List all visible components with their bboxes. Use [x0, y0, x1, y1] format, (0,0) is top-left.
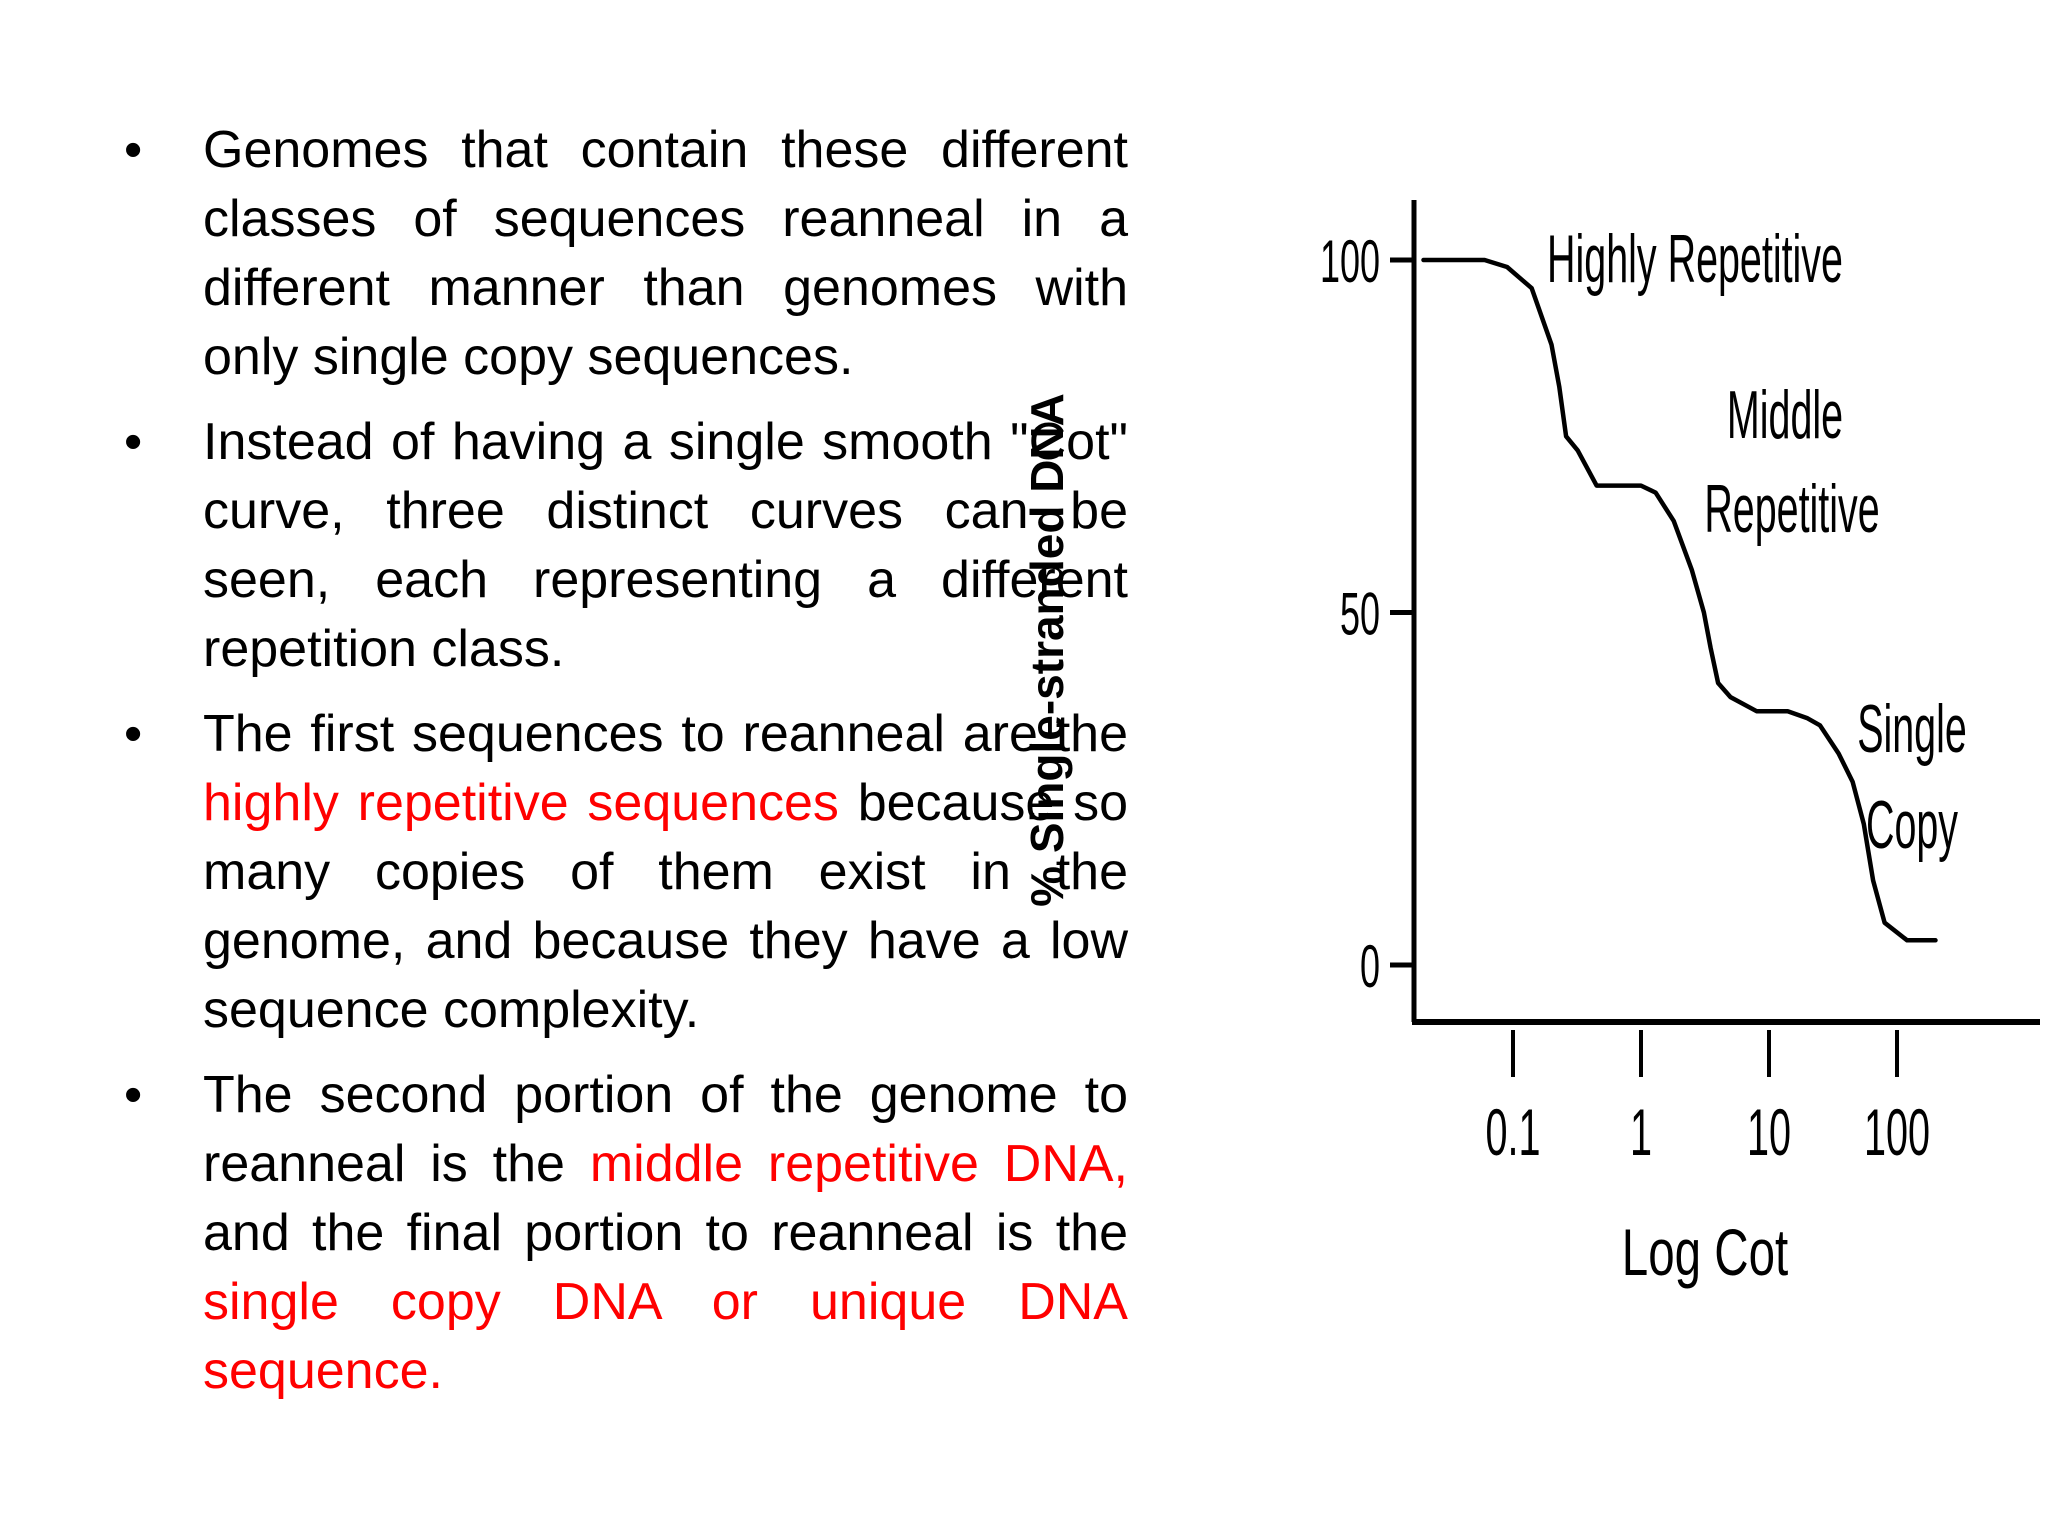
- bullet-dot: •: [124, 1066, 143, 1124]
- x-tick-label: 10: [1747, 1096, 1791, 1170]
- bullet-dot: •: [124, 121, 143, 179]
- bullet-item: • The first sequences to reanneal are the…: [118, 700, 1128, 1045]
- y-tick-label: 0: [1360, 934, 1380, 1001]
- bullet-list: • Genomes that contain these different cl…: [118, 116, 1128, 1422]
- chart-annotations: Highly Repetitive Middle Repetitive Single C…: [1547, 221, 1967, 863]
- chart-series: [1421, 257, 1938, 943]
- bullet-dot: •: [124, 705, 143, 763]
- bullet-text: Instead of having a single smooth "Cot" …: [203, 413, 1128, 678]
- x-axis-label: Log Cot: [1622, 1216, 1788, 1289]
- highlighted-term: single copy DNA or unique DNA sequence.: [203, 1273, 1128, 1400]
- bullet-text: The second portion of the genome to rean…: [203, 1066, 1128, 1193]
- y-tick-label: 100: [1320, 229, 1380, 296]
- highlighted-term: highly repetitive sequences: [203, 774, 839, 832]
- x-tick-label: 100: [1864, 1096, 1930, 1170]
- bullet-text: The first sequences to reanneal are the: [203, 705, 1128, 763]
- bullet-item: • The second portion of the genome to rea…: [118, 1061, 1128, 1406]
- y-tick-label: 50: [1340, 581, 1380, 648]
- y-axis-label: % Single-stranded DNA: [1021, 393, 1073, 907]
- label-copy: Copy: [1866, 787, 1958, 863]
- bullet-item: • Genomes that contain these different cl…: [118, 116, 1128, 392]
- bullet-item: • Instead of having a single smooth "Cot"…: [118, 408, 1128, 684]
- bullet-dot: •: [124, 413, 143, 471]
- label-single: Single: [1857, 691, 1967, 767]
- highlighted-term: middle repetitive DNA,: [589, 1135, 1128, 1193]
- x-tick-label: 1: [1630, 1096, 1652, 1170]
- bullet-text: and the final portion to reanneal is the: [203, 1204, 1128, 1262]
- label-middle: Middle: [1727, 377, 1843, 453]
- chart-axes: [1411, 200, 2040, 1025]
- label-repetitive: Repetitive: [1704, 471, 1879, 547]
- cot-curve-line: [1421, 257, 1938, 943]
- chart-ticks: 0 50 100 0.1 1 10 100: [1320, 229, 1930, 1170]
- x-tick-label: 0.1: [1485, 1096, 1540, 1170]
- bullet-text: because so many copies of them exist in …: [203, 774, 1128, 1039]
- label-highly-repetitive: Highly Repetitive: [1547, 221, 1843, 297]
- bullet-text: Genomes that contain these different cla…: [203, 121, 1128, 386]
